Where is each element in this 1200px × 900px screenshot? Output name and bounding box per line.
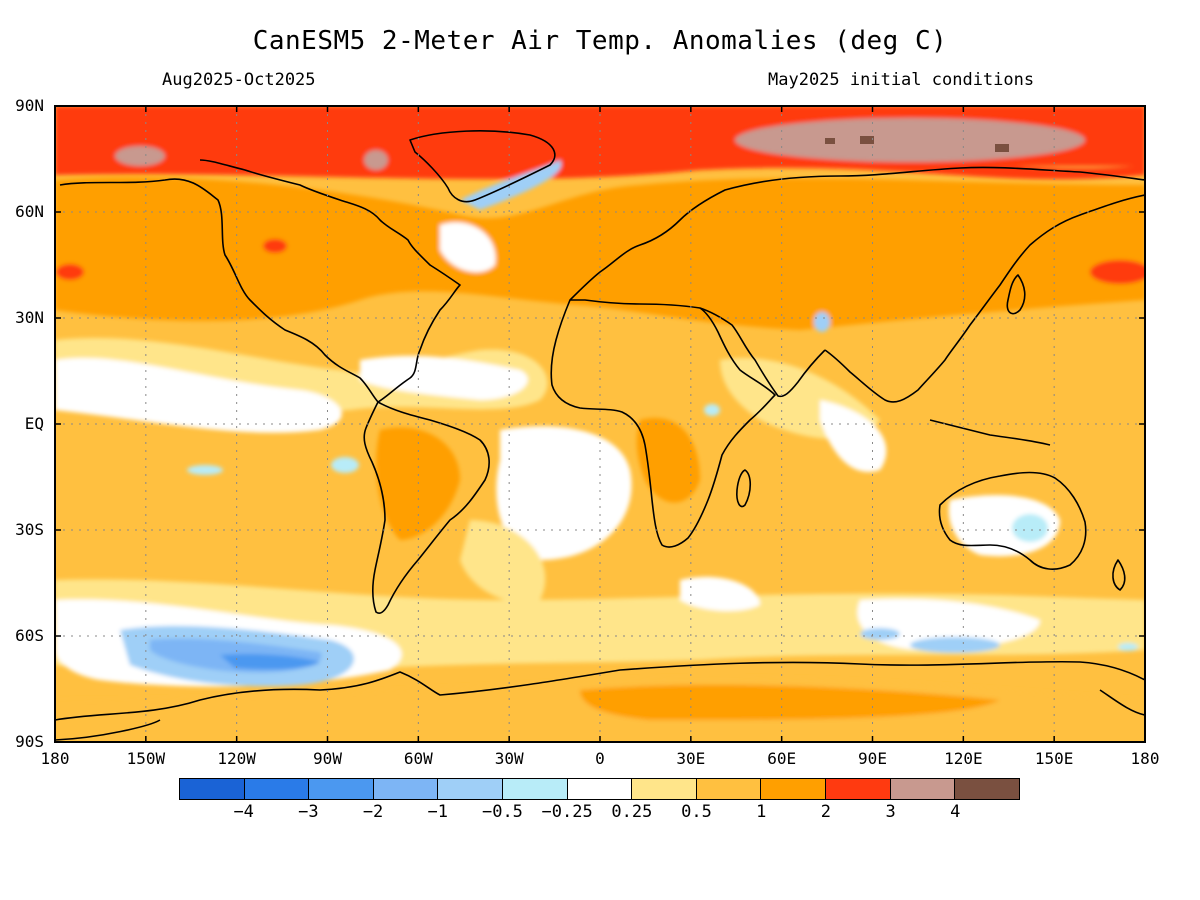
latitude-label: 90N bbox=[4, 96, 44, 115]
colorbar-swatch bbox=[891, 779, 956, 799]
colorbar-swatch bbox=[826, 779, 891, 799]
longitude-label: 30W bbox=[469, 749, 549, 768]
longitude-label: 90W bbox=[288, 749, 368, 768]
colorbar-swatch bbox=[761, 779, 826, 799]
anomaly-peak-marker bbox=[860, 136, 874, 144]
colorbar-swatch bbox=[632, 779, 697, 799]
colorbar-label: 4 bbox=[910, 802, 1000, 822]
longitude-label: 60W bbox=[378, 749, 458, 768]
longitude-label: 180 bbox=[15, 749, 95, 768]
colorbar-swatch bbox=[374, 779, 439, 799]
colorbar-swatch bbox=[697, 779, 762, 799]
longitude-label: 180 bbox=[1105, 749, 1185, 768]
longitude-label: 150E bbox=[1014, 749, 1094, 768]
longitude-label: 60E bbox=[742, 749, 822, 768]
longitude-label: 90E bbox=[833, 749, 913, 768]
longitude-label: 0 bbox=[560, 749, 640, 768]
latitude-label: 60S bbox=[4, 626, 44, 645]
latitude-label: 30S bbox=[4, 520, 44, 539]
colorbar-swatch bbox=[180, 779, 245, 799]
longitude-label: 120E bbox=[923, 749, 1003, 768]
latitude-label: 30N bbox=[4, 308, 44, 327]
longitude-label: 120W bbox=[197, 749, 277, 768]
latitude-label: 60N bbox=[4, 202, 44, 221]
latitude-label: EQ bbox=[4, 414, 44, 433]
anomaly-peak-marker bbox=[995, 144, 1009, 152]
longitude-label: 30E bbox=[651, 749, 731, 768]
anomaly-peak-marker bbox=[825, 138, 835, 144]
colorbar-swatch bbox=[503, 779, 568, 799]
colorbar-swatch bbox=[309, 779, 374, 799]
colorbar-swatch bbox=[568, 779, 633, 799]
colorbar-swatch bbox=[245, 779, 310, 799]
longitude-label: 150W bbox=[106, 749, 186, 768]
colorbar-swatch bbox=[955, 779, 1019, 799]
colorbar-swatch bbox=[438, 779, 503, 799]
colorbar bbox=[179, 778, 1020, 800]
anomaly-field bbox=[55, 106, 1150, 742]
